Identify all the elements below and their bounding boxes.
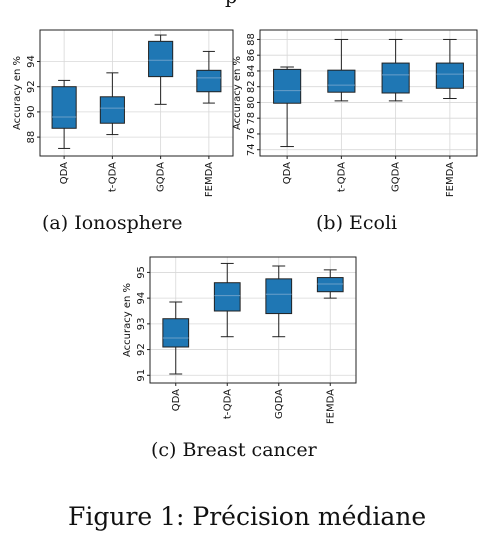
x-tick-label: t-QDA	[336, 162, 347, 192]
y-tick-label: 88	[26, 131, 37, 144]
y-tick-label: 84	[246, 65, 257, 78]
box-iqr	[435, 62, 464, 89]
x-tick-label: GQDA	[156, 162, 167, 192]
top-partial-text: p	[225, 0, 237, 8]
x-tick-label: t-QDA	[222, 389, 233, 419]
caption-b: (b) Ecoli	[316, 212, 398, 234]
x-tick-label: QDA	[282, 162, 293, 184]
box-iqr	[381, 62, 410, 94]
box-iqr	[273, 68, 302, 104]
plot-frame	[149, 256, 357, 384]
x-tick-label: FEMDA	[325, 389, 336, 424]
x-tick-label: FEMDA	[204, 162, 215, 197]
box-iqr	[51, 86, 77, 129]
y-tick-label: 92	[136, 343, 147, 356]
box-t-qda	[327, 38, 356, 102]
x-tick-label: GQDA	[274, 389, 285, 419]
y-tick-label: 78	[246, 112, 257, 125]
y-tick-label: 91	[136, 369, 147, 382]
box-femda	[316, 269, 344, 299]
x-tick-label: QDA	[59, 162, 70, 184]
box-t-qda	[213, 262, 241, 338]
caption-a: (a) Ionosphere	[42, 212, 183, 234]
box-iqr	[213, 282, 241, 312]
y-tick-label: 93	[136, 317, 147, 330]
x-tick-label: QDA	[171, 389, 182, 411]
y-axis-label: Accuracy en %	[12, 56, 23, 130]
plot-frame	[259, 29, 478, 157]
box-iqr	[196, 69, 222, 93]
box-iqr	[327, 69, 356, 93]
box-femda	[435, 38, 464, 100]
box-iqr	[162, 318, 190, 348]
box-gqda	[148, 34, 174, 105]
y-tick-label: 76	[246, 128, 257, 141]
y-tick-label: 80	[246, 96, 257, 109]
caption-c: (c) Breast cancer	[151, 439, 317, 461]
plot-frame	[39, 29, 234, 157]
y-axis-label: Accuracy en %	[232, 56, 243, 130]
y-tick-label: 82	[246, 80, 257, 93]
box-femda	[196, 50, 222, 104]
x-tick-label: FEMDA	[445, 162, 456, 197]
x-tick-label: GQDA	[391, 162, 402, 192]
y-tick-label: 90	[26, 106, 37, 119]
y-tick-label: 86	[246, 49, 257, 62]
y-tick-label: 92	[26, 80, 37, 93]
box-gqda	[381, 38, 410, 102]
box-t-qda	[99, 72, 125, 136]
box-qda	[273, 66, 302, 148]
y-axis-label: Accuracy en %	[122, 283, 133, 357]
box-qda	[51, 79, 77, 149]
y-tick-label: 88	[246, 33, 257, 46]
box-iqr	[148, 40, 174, 78]
y-tick-label: 74	[246, 143, 257, 156]
box-iqr	[265, 278, 293, 315]
y-tick-label: 94	[136, 292, 147, 305]
box-qda	[162, 301, 190, 375]
x-tick-label: t-QDA	[107, 162, 118, 192]
box-iqr	[316, 277, 344, 293]
y-tick-label: 94	[26, 55, 37, 68]
box-gqda	[265, 265, 293, 338]
box-iqr	[99, 96, 125, 124]
figure-caption: Figure 1: Précision médiane	[68, 502, 427, 531]
y-tick-label: 95	[136, 266, 147, 279]
